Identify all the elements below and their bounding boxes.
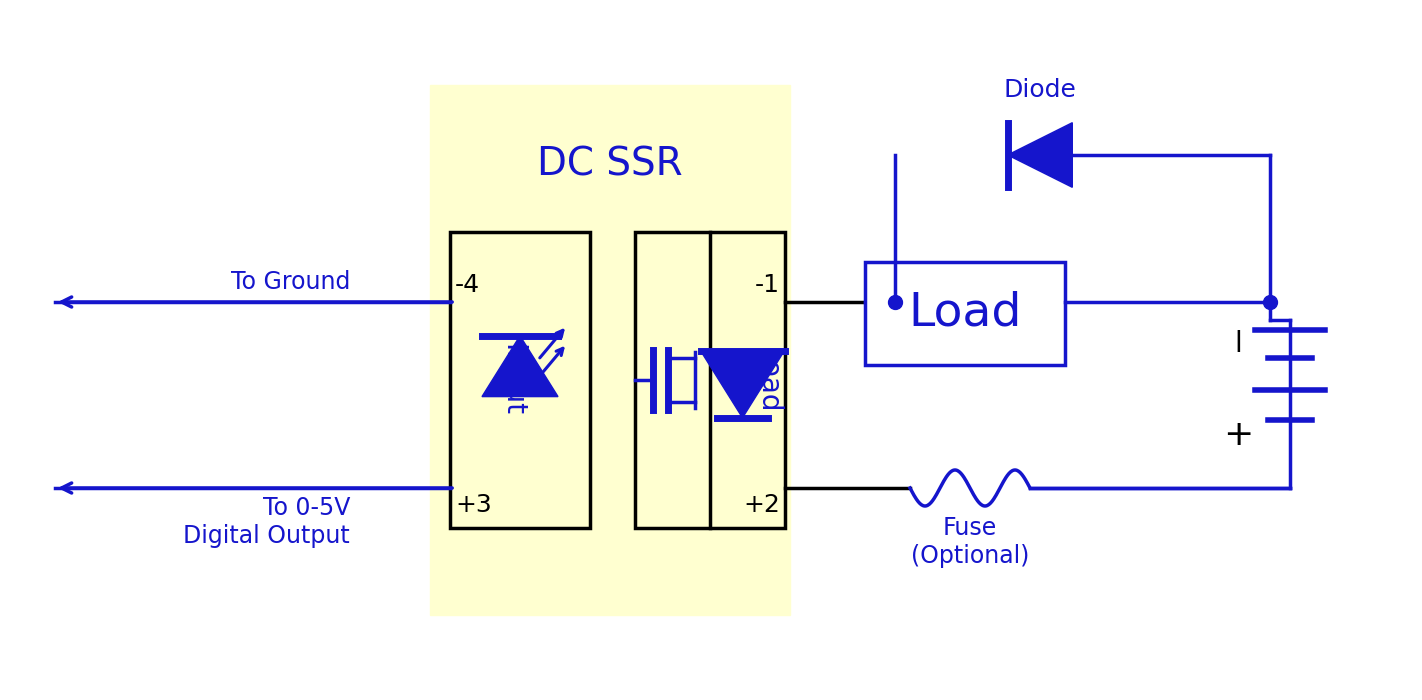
Text: -4: -4: [455, 273, 481, 297]
Bar: [636, 232, 785, 528]
Text: +3: +3: [455, 493, 492, 517]
Text: Load: Load: [754, 346, 781, 413]
Text: Diode: Diode: [1004, 78, 1076, 102]
Polygon shape: [429, 85, 791, 615]
Text: Input: Input: [498, 344, 526, 416]
Polygon shape: [1008, 122, 1072, 188]
Polygon shape: [701, 351, 785, 418]
Bar: [865, 262, 1065, 365]
Text: Load: Load: [909, 291, 1021, 336]
Text: +2: +2: [744, 493, 781, 517]
Text: -1: -1: [755, 273, 781, 297]
Polygon shape: [482, 336, 557, 397]
Text: To Ground: To Ground: [230, 270, 350, 294]
Bar: [449, 232, 590, 528]
Text: DC SSR: DC SSR: [538, 146, 683, 184]
Text: To 0-5V
Digital Output: To 0-5V Digital Output: [183, 496, 350, 548]
Text: +: +: [1223, 418, 1253, 452]
Text: Fuse
(Optional): Fuse (Optional): [912, 516, 1030, 568]
Text: l: l: [1234, 330, 1241, 358]
